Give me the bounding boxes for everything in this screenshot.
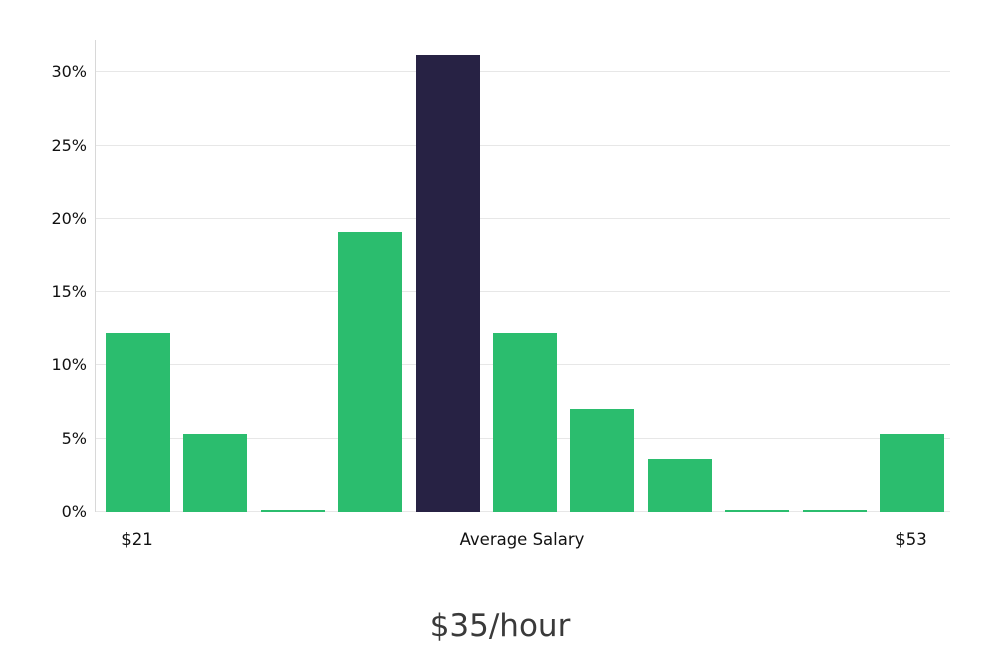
- chart-title: $35/hour: [429, 608, 571, 644]
- gridline: [96, 71, 950, 73]
- bar: [260, 510, 325, 512]
- bar: [183, 434, 248, 512]
- x-label-max-salary: $53: [895, 530, 927, 549]
- bar: [725, 510, 790, 512]
- x-axis-labels: $21 Average Salary $53: [95, 528, 950, 554]
- y-tick-label: 30%: [51, 62, 87, 82]
- y-tick-label: 20%: [51, 208, 87, 228]
- bar: [338, 232, 403, 512]
- y-tick-label: 25%: [51, 135, 87, 155]
- plot-area: [95, 40, 950, 512]
- gridline: [96, 144, 950, 146]
- y-tick-label: 5%: [61, 428, 87, 448]
- bar: [106, 333, 170, 512]
- y-tick-label: 0%: [61, 502, 87, 521]
- bar: [647, 459, 712, 512]
- bar: [570, 409, 635, 512]
- y-axis: 0% 5% 10% 15% 20% 25% 30%: [0, 40, 87, 521]
- gridline: [96, 291, 950, 293]
- bar-highlighted: [415, 54, 480, 512]
- bars-container: [96, 40, 950, 512]
- bar: [492, 333, 557, 512]
- x-label-average-salary: Average Salary: [459, 530, 585, 549]
- y-tick-label: 10%: [51, 355, 87, 375]
- bar: [879, 434, 944, 512]
- y-tick-label: 15%: [51, 282, 87, 302]
- gridline: [96, 217, 950, 219]
- bar: [802, 510, 867, 512]
- x-label-min-salary: $21: [121, 530, 153, 549]
